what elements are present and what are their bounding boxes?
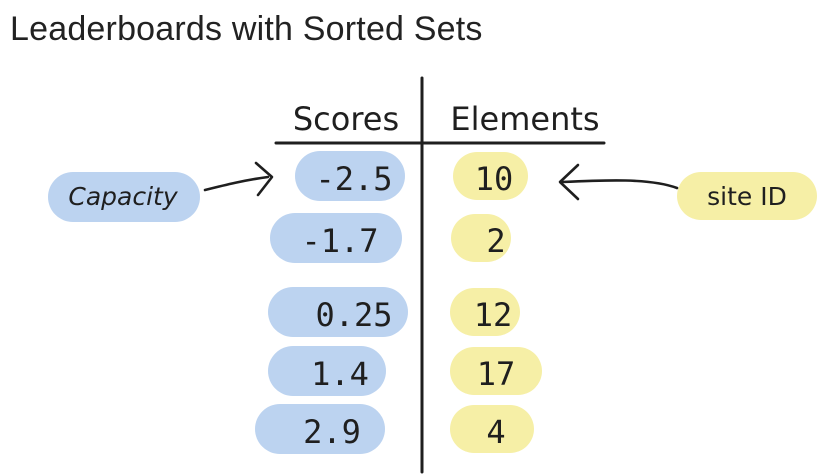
capacity-highlight — [48, 172, 200, 222]
score-value: -2.5 — [315, 160, 392, 198]
element-highlight — [453, 152, 528, 200]
element-value: 12 — [474, 296, 513, 334]
highlight-layer — [48, 151, 817, 454]
annotation-site-id: site ID — [707, 182, 787, 211]
header-scores: Scores — [293, 100, 399, 138]
page-title: Leaderboards with Sorted Sets — [10, 10, 483, 48]
element-value: 2 — [486, 222, 505, 260]
capacity-arrow-shaft — [203, 175, 270, 192]
table-rows: -2.5 10 -1.7 2 0.25 12 1.4 17 2.9 4 — [301, 160, 515, 451]
score-highlight — [270, 213, 402, 263]
site-id-arrow-head — [558, 163, 580, 201]
score-value: 0.25 — [315, 296, 392, 334]
element-value: 10 — [475, 160, 514, 198]
site-id-arrow-shaft — [560, 179, 679, 190]
score-highlight — [268, 346, 386, 396]
element-highlight — [451, 214, 511, 262]
score-value: 1.4 — [311, 355, 369, 393]
score-highlight — [255, 404, 385, 454]
score-highlight — [268, 287, 408, 337]
element-value: 17 — [477, 355, 516, 393]
capacity-arrow-head — [254, 161, 274, 197]
annotation-capacity: Capacity — [68, 182, 178, 211]
score-value: -1.7 — [301, 222, 378, 260]
element-highlight — [450, 347, 542, 395]
score-value: 2.9 — [303, 413, 361, 451]
site-id-highlight — [677, 172, 817, 220]
header-elements: Elements — [450, 100, 599, 138]
score-highlight — [295, 151, 405, 201]
element-highlight — [450, 405, 534, 453]
element-value: 4 — [486, 413, 505, 451]
element-highlight — [450, 288, 520, 336]
